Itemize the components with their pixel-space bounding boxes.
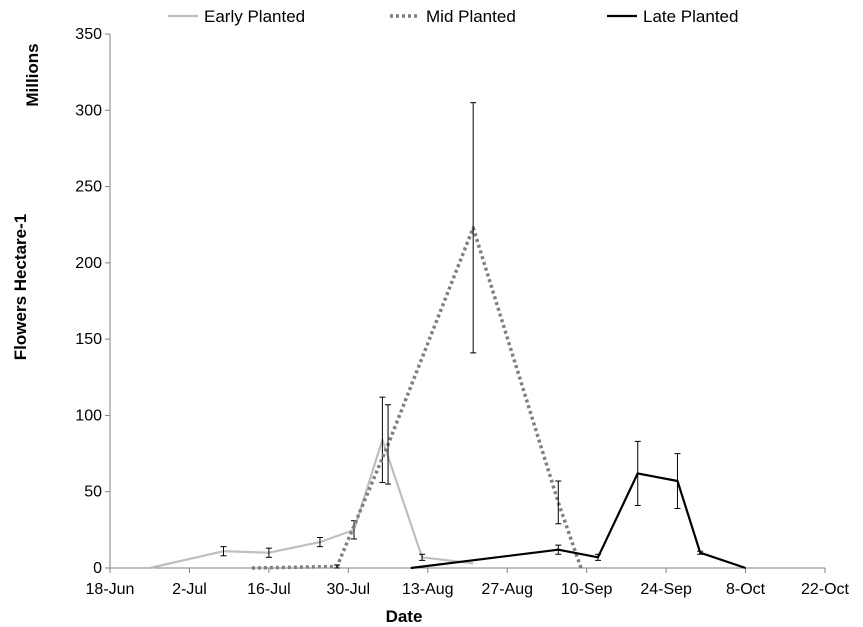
error-bar (470, 102, 477, 354)
y-tick-label: 250 (75, 179, 102, 196)
x-tick-label: 30-Jul (327, 581, 371, 598)
error-bar (555, 544, 562, 555)
series-line (410, 472, 746, 570)
legend-label: Mid Planted (426, 7, 516, 26)
x-tick-label: 10-Sep (561, 581, 613, 598)
x-tick-label: 27-Aug (481, 581, 533, 598)
error-bar (265, 547, 272, 558)
x-tick-label: 2-Jul (172, 581, 207, 598)
error-bar (333, 564, 340, 569)
x-tick-label: 22-Oct (801, 581, 850, 598)
series-early-planted (149, 396, 474, 570)
y-tick-label: 50 (84, 484, 102, 501)
error-bar (220, 546, 227, 557)
legend-item: Mid Planted (390, 7, 516, 26)
y-tick-label: 150 (75, 331, 102, 348)
x-tick-label: 8-Oct (726, 581, 766, 598)
series-late-planted (410, 440, 746, 570)
error-bar (379, 396, 386, 484)
series-line (251, 226, 583, 570)
y-tick-label: 350 (75, 26, 102, 43)
x-tick-label: 24-Sep (640, 581, 692, 598)
y-tick-label: 100 (75, 407, 102, 424)
y-axis: 0 50 100 150 200 250 300 350 (75, 26, 111, 577)
x-tick-label: 13-Aug (402, 581, 454, 598)
error-bar (385, 404, 392, 485)
error-bar (419, 553, 426, 561)
x-tick-label: 18-Jun (86, 581, 135, 598)
legend-label: Early Planted (204, 7, 305, 26)
y-tick-label: 300 (75, 102, 102, 119)
y-tick-label: 200 (75, 255, 102, 272)
series-mid-planted (251, 102, 583, 570)
error-bar (595, 553, 602, 561)
error-bar (316, 536, 323, 548)
error-bar (674, 453, 681, 509)
legend: Early Planted Mid Planted Late Planted (168, 7, 738, 26)
x-axis: 18-Jun 2-Jul 16-Jul 30-Jul 13-Aug 27-Aug 10-Se… (86, 567, 850, 598)
error-bar (555, 480, 562, 525)
y-axis-unit-label: Millions (23, 43, 42, 106)
y-tick-label: 0 (93, 560, 102, 577)
y-axis-title: Flowers Hectare-1 (11, 214, 30, 360)
legend-item: Early Planted (168, 7, 305, 26)
legend-label: Late Planted (643, 7, 738, 26)
series-line (149, 438, 474, 570)
x-tick-label: 16-Jul (247, 581, 291, 598)
x-axis-title: Date (386, 607, 423, 626)
error-bar (634, 440, 641, 506)
plot-area (149, 102, 746, 570)
legend-item: Late Planted (607, 7, 738, 26)
error-bar (697, 550, 704, 555)
